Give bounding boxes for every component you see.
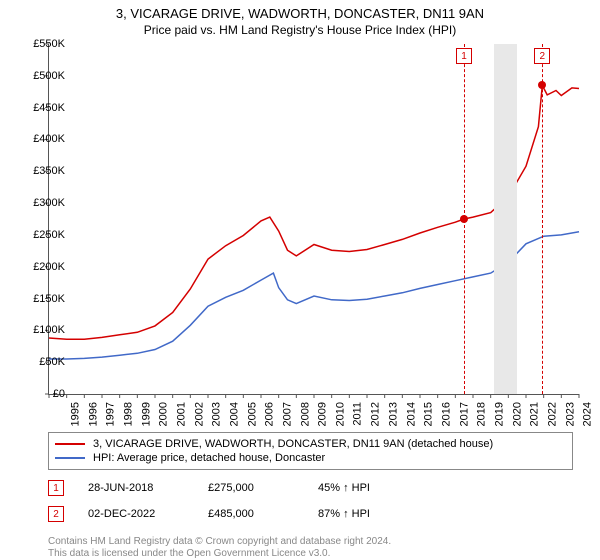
x-tick-label: 2005 bbox=[246, 402, 258, 426]
x-tick-label: 2004 bbox=[228, 402, 240, 426]
footer-line1: Contains HM Land Registry data © Crown c… bbox=[48, 536, 391, 548]
x-tick-label: 2024 bbox=[582, 402, 594, 426]
y-tick-label: £400K bbox=[20, 133, 65, 145]
x-tick-label: 2015 bbox=[423, 402, 435, 426]
chart-sale-point bbox=[460, 215, 468, 223]
x-tick-label: 2014 bbox=[405, 402, 417, 426]
y-tick-label: £250K bbox=[20, 229, 65, 241]
footer-line2: This data is licensed under the Open Gov… bbox=[48, 548, 391, 560]
x-tick-label: 2007 bbox=[281, 402, 293, 426]
legend-row: 3, VICARAGE DRIVE, WADWORTH, DONCASTER, … bbox=[55, 437, 566, 451]
x-tick-label: 2003 bbox=[211, 402, 223, 426]
y-tick-label: £300K bbox=[20, 197, 65, 209]
legend-box: 3, VICARAGE DRIVE, WADWORTH, DONCASTER, … bbox=[48, 432, 573, 470]
sale-marker-2: 2 bbox=[48, 506, 64, 522]
legend-label-hpi: HPI: Average price, detached house, Donc… bbox=[93, 452, 325, 464]
x-tick-label: 1998 bbox=[122, 402, 134, 426]
title-address: 3, VICARAGE DRIVE, WADWORTH, DONCASTER, … bbox=[0, 0, 600, 21]
x-tick-label: 1997 bbox=[105, 402, 117, 426]
x-tick-label: 2010 bbox=[334, 402, 346, 426]
y-tick-label: £550K bbox=[20, 38, 65, 50]
y-tick-label: £100K bbox=[20, 324, 65, 336]
sale-pct: 45% ↑ HPI bbox=[318, 482, 428, 494]
y-tick-label: £500K bbox=[20, 70, 65, 82]
y-tick-label: £50K bbox=[20, 356, 65, 368]
x-tick-label: 2000 bbox=[158, 402, 170, 426]
x-tick-label: 1996 bbox=[87, 402, 99, 426]
chart-container: 3, VICARAGE DRIVE, WADWORTH, DONCASTER, … bbox=[0, 0, 600, 560]
sale-marker-num: 1 bbox=[53, 483, 59, 494]
y-tick-label: £0 bbox=[20, 388, 65, 400]
x-tick-label: 2021 bbox=[529, 402, 541, 426]
x-tick-label: 2017 bbox=[458, 402, 470, 426]
x-tick-label: 2018 bbox=[476, 402, 488, 426]
x-tick-label: 2013 bbox=[387, 402, 399, 426]
chart-sale-marker: 2 bbox=[534, 48, 550, 64]
sale-price: £485,000 bbox=[208, 508, 318, 520]
legend-swatch-property bbox=[55, 443, 85, 445]
legend-label-property: 3, VICARAGE DRIVE, WADWORTH, DONCASTER, … bbox=[93, 438, 493, 450]
footer-text: Contains HM Land Registry data © Crown c… bbox=[48, 536, 391, 560]
x-tick-label: 2019 bbox=[493, 402, 505, 426]
y-tick-label: £150K bbox=[20, 293, 65, 305]
x-tick-label: 2022 bbox=[546, 402, 558, 426]
x-tick-label: 2023 bbox=[564, 402, 576, 426]
x-tick-label: 1999 bbox=[140, 402, 152, 426]
x-tick-label: 1995 bbox=[69, 402, 81, 426]
sale-date: 28-JUN-2018 bbox=[88, 482, 208, 494]
y-tick-label: £200K bbox=[20, 261, 65, 273]
sale-pct: 87% ↑ HPI bbox=[318, 508, 428, 520]
x-tick-label: 2020 bbox=[511, 402, 523, 426]
sale-row: 1 28-JUN-2018 £275,000 45% ↑ HPI bbox=[48, 480, 573, 496]
x-tick-label: 2016 bbox=[440, 402, 452, 426]
chart-sale-point bbox=[538, 81, 546, 89]
sale-marker-1: 1 bbox=[48, 480, 64, 496]
y-tick-label: £450K bbox=[20, 102, 65, 114]
title-subtitle: Price paid vs. HM Land Registry's House … bbox=[0, 21, 600, 41]
sale-date: 02-DEC-2022 bbox=[88, 508, 208, 520]
sale-row: 2 02-DEC-2022 £485,000 87% ↑ HPI bbox=[48, 506, 573, 522]
x-tick-label: 2002 bbox=[193, 402, 205, 426]
x-tick-label: 2012 bbox=[370, 402, 382, 426]
sale-marker-num: 2 bbox=[53, 509, 59, 520]
chart-plot-area: 1995199619971998199920002001200220032004… bbox=[48, 44, 579, 395]
legend-row: HPI: Average price, detached house, Donc… bbox=[55, 451, 566, 465]
legend-swatch-hpi bbox=[55, 457, 85, 459]
sale-price: £275,000 bbox=[208, 482, 318, 494]
chart-sale-marker: 1 bbox=[456, 48, 472, 64]
x-tick-label: 2008 bbox=[299, 402, 311, 426]
x-tick-label: 2001 bbox=[175, 402, 187, 426]
y-tick-label: £350K bbox=[20, 165, 65, 177]
x-tick-label: 2009 bbox=[317, 402, 329, 426]
x-tick-label: 2011 bbox=[351, 402, 363, 426]
x-tick-label: 2006 bbox=[264, 402, 276, 426]
